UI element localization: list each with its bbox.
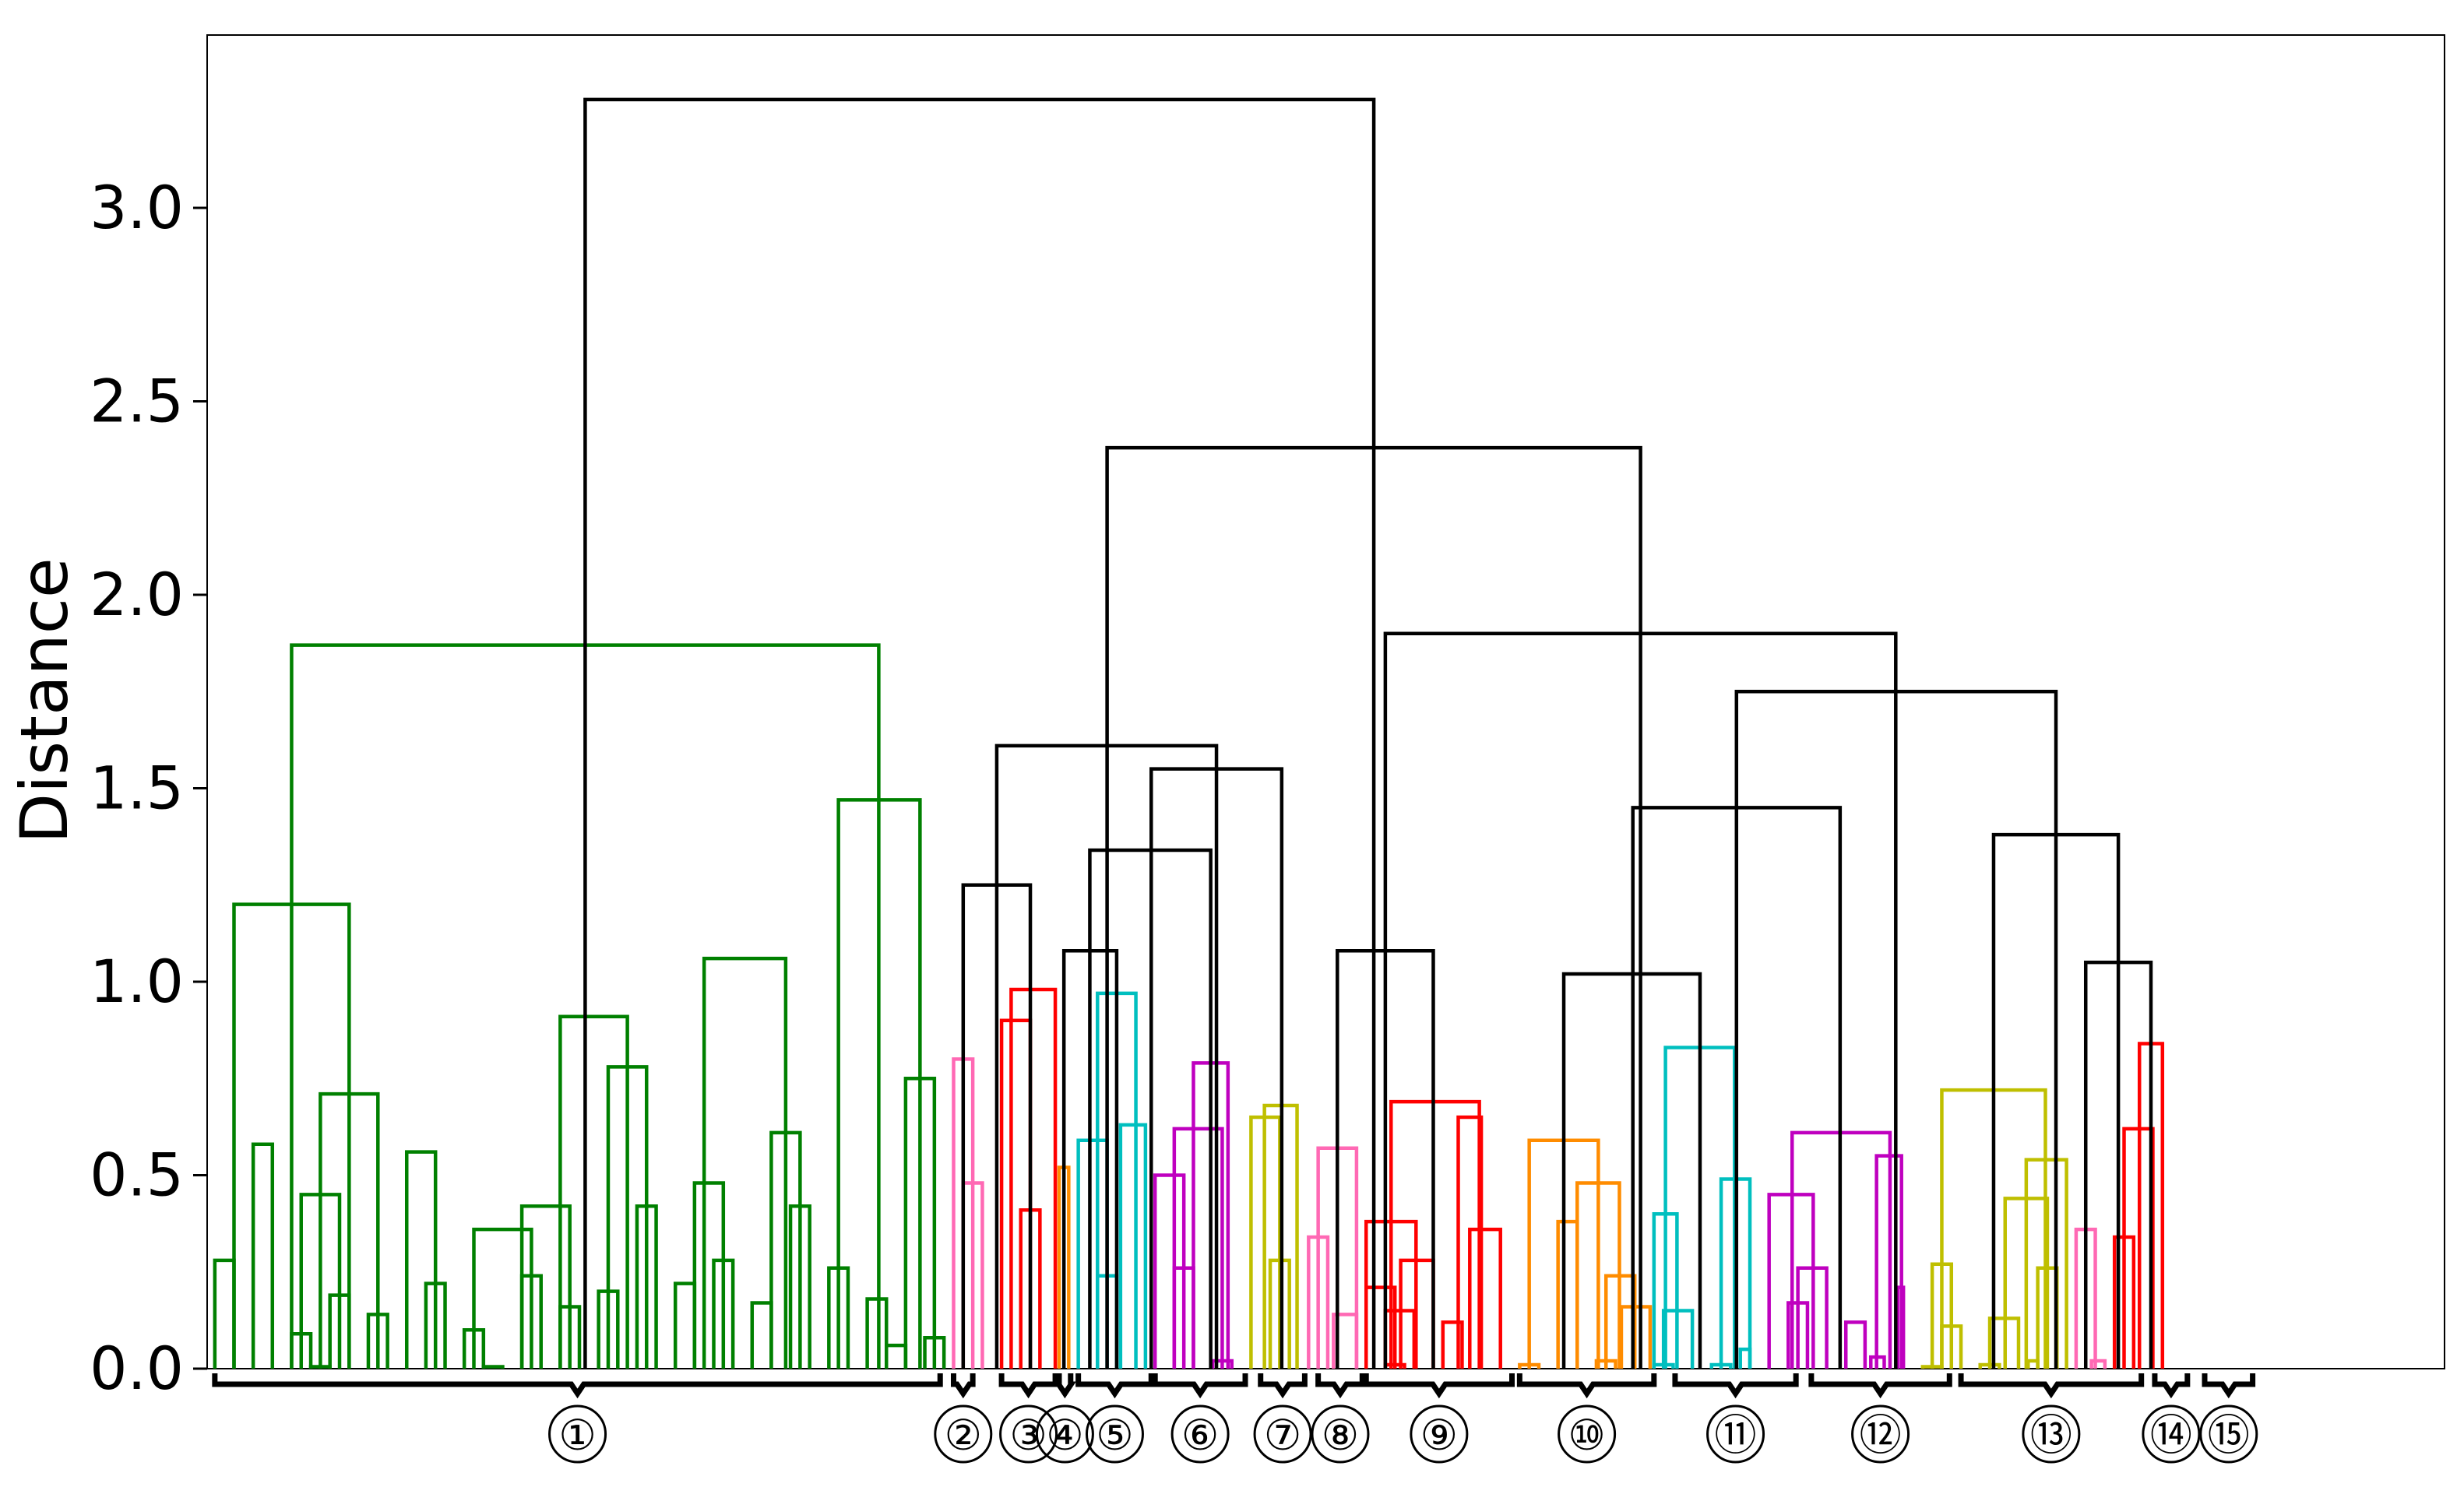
y-tick-label: 3.0: [90, 173, 184, 242]
cluster-bracket: [2202, 1373, 2256, 1399]
dendrogram-link: [692, 1181, 726, 1369]
cluster-label: ⑧: [1322, 1411, 1359, 1460]
y-axis: 0.0 0.5 1.0 1.5 2.0 2.5 3.0: [90, 173, 207, 1403]
dendrogram-link: [885, 1343, 908, 1369]
cluster-label: ⑫: [1860, 1411, 1902, 1460]
cluster-bracket: [1672, 1373, 1799, 1399]
dendrogram-link: [251, 1142, 275, 1369]
cluster-label-circle: [1706, 1404, 1765, 1464]
cluster-label-circle: [999, 1404, 1058, 1464]
dendrogram-link: [583, 97, 1376, 1369]
dendrogram-link: [1456, 1115, 1484, 1369]
y-tick-label: 2.0: [90, 560, 184, 629]
cluster-label: ⑪: [1715, 1411, 1757, 1460]
y-tick-label: 1.0: [90, 947, 184, 1016]
cluster-label: ⑭: [2150, 1411, 2192, 1460]
cluster-bracket: [1053, 1373, 1076, 1399]
cluster-label: ④: [1046, 1411, 1083, 1460]
cluster-label-circle: [1035, 1404, 1094, 1464]
dendrogram-link: [1468, 1227, 1502, 1369]
dendrogram-link: [1556, 1219, 1579, 1369]
dendrogram-link: [1843, 1320, 1867, 1369]
cluster-bracket: [1808, 1373, 1952, 1399]
dendrogram-link: [213, 1258, 236, 1369]
dendrogram-link: [1172, 1127, 1224, 1369]
dendrogram-link: [1619, 1305, 1653, 1369]
dendrogram-link: [865, 1297, 889, 1369]
cluster-label-circle: [1311, 1404, 1370, 1464]
cluster-label-circle: [1851, 1404, 1910, 1464]
y-tick-label: 1.5: [90, 754, 184, 823]
cluster-label: ①: [558, 1411, 596, 1460]
cluster-label-circle: [2142, 1404, 2201, 1464]
cluster-bracket: [950, 1373, 976, 1399]
dendrogram-link: [750, 1301, 773, 1369]
cluster-label: ⑤: [1096, 1411, 1133, 1460]
dendrogram-links: [213, 97, 2165, 1369]
dendrogram-link: [1153, 1173, 1186, 1369]
cluster-bracket: [1258, 1373, 1308, 1399]
dendrogram-link: [1076, 1138, 1109, 1369]
cluster-label: ⑮: [2208, 1411, 2250, 1460]
cluster-label-circle: [1558, 1404, 1617, 1464]
cluster-label-circle: [548, 1404, 607, 1464]
cluster-bracket: [1315, 1373, 1365, 1399]
dendrogram-link: [1009, 987, 1058, 1369]
cluster-bracket: [1075, 1373, 1154, 1399]
cluster-label-circle: [2199, 1404, 2258, 1464]
dendrogram-link: [519, 1204, 572, 1369]
dendrogram-link: [472, 1227, 533, 1369]
cluster-label: ②: [945, 1411, 982, 1460]
cluster-label: ⑩: [1568, 1411, 1605, 1460]
y-tick-label: 0.5: [90, 1141, 184, 1210]
dendrogram-link: [673, 1281, 697, 1369]
dendrogram-link: [999, 1018, 1033, 1369]
cluster-label: ⑬: [2030, 1411, 2072, 1460]
dendrogram-link: [1389, 1099, 1481, 1369]
cluster-bracket: [1152, 1373, 1248, 1399]
cluster-bracket: [1363, 1373, 1515, 1399]
cluster-label-circle: [2022, 1404, 2081, 1464]
cluster-bracket: [998, 1373, 1058, 1399]
cluster-label-circle: [1253, 1404, 1312, 1464]
cluster-label-circle: [1085, 1404, 1144, 1464]
cluster-label-circle: [1170, 1404, 1230, 1464]
dendrogram-link: [702, 956, 788, 1369]
dendrogram-link: [1118, 1123, 1148, 1369]
y-axis-title: Distance: [6, 557, 83, 843]
cluster-label: ⑨: [1420, 1411, 1458, 1460]
cluster-bracket: [1958, 1373, 2145, 1399]
dendrogram-link: [558, 1014, 629, 1369]
cluster-labels: ① ② ③④ ⑤ ⑥ ⑦ ⑧ ⑨ ⑩ ⑪ ⑫ ⑬ ⑭ ⑮: [212, 1373, 2258, 1464]
dendrogram-link: [405, 1150, 438, 1369]
dendrogram-link: [481, 1365, 505, 1369]
cluster-label-circle: [934, 1404, 993, 1464]
y-tick-label: 0.0: [90, 1334, 184, 1403]
y-tick-label: 2.5: [90, 367, 184, 436]
dendrogram-link: [1441, 1320, 1464, 1369]
cluster-bracket: [212, 1373, 943, 1399]
dendrogram-link: [2089, 1359, 2107, 1369]
cluster-label: ⑥: [1181, 1411, 1219, 1460]
plot-frame: [206, 34, 2445, 1369]
cluster-bracket: [1516, 1373, 1657, 1399]
cluster-bracket: [2152, 1373, 2191, 1399]
cluster-label: ⑦: [1264, 1411, 1301, 1460]
cluster-label-circle: [1410, 1404, 1469, 1464]
